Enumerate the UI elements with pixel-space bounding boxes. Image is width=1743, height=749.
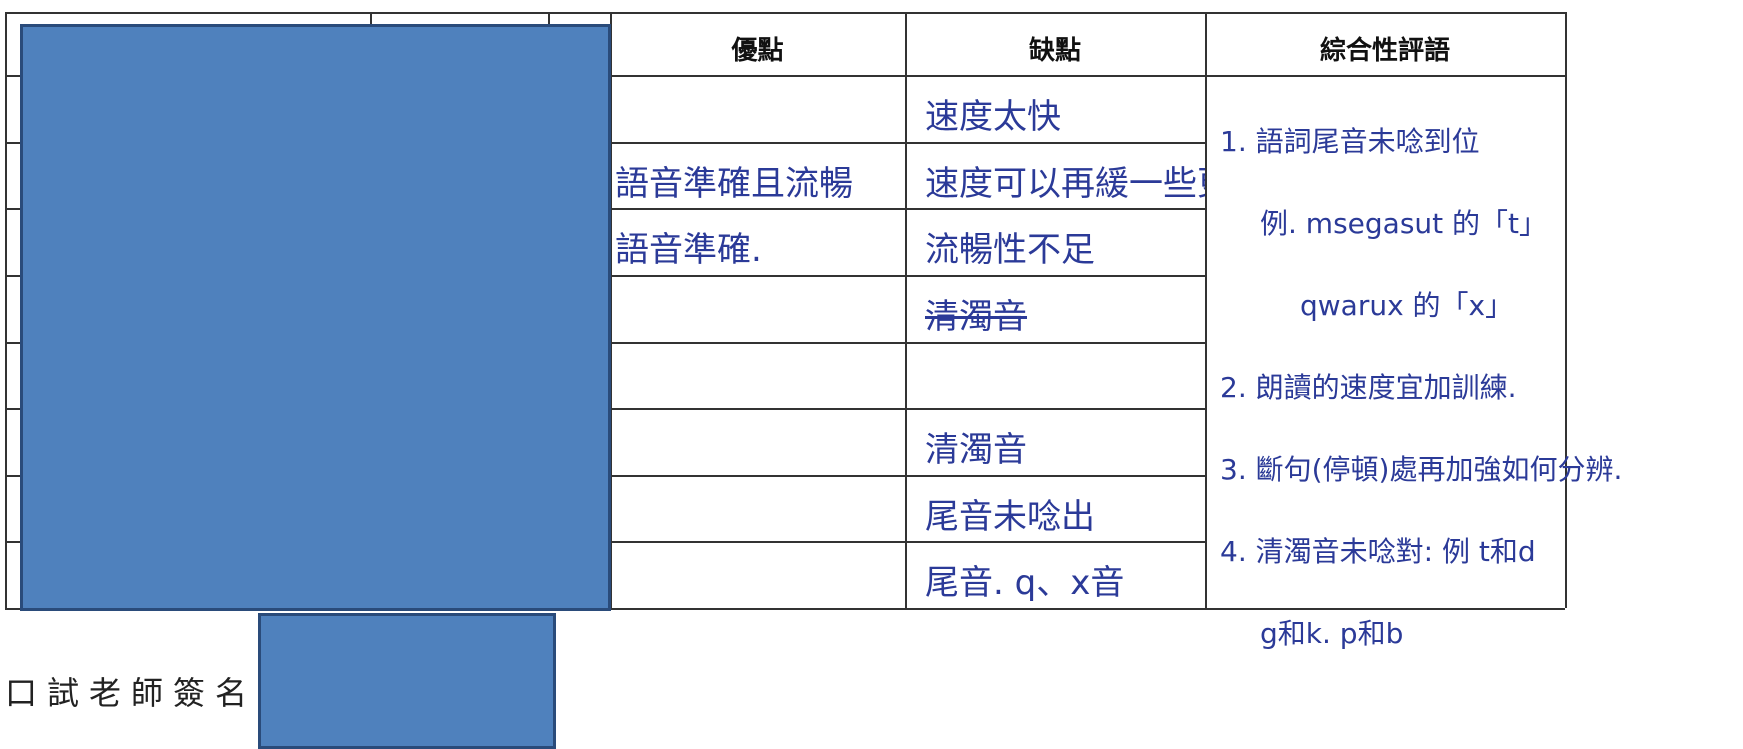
- cons-text: 清濁音: [925, 430, 1027, 471]
- comment-line: 2. 朗讀的速度宜加訓練.: [1220, 371, 1517, 404]
- cons-text: 速度太快: [925, 97, 1061, 137]
- cons-text: 尾音. q、x音: [925, 563, 1125, 604]
- comment-line: 例. msegasut 的「t」: [1260, 207, 1548, 240]
- table-line: [1205, 12, 1207, 608]
- redaction: [20, 24, 611, 611]
- cons-text: 清濁音: [925, 296, 1027, 337]
- table-line: [5, 75, 1565, 77]
- column-header: 缺點: [1028, 36, 1081, 66]
- column-header: 綜合性評語: [1319, 36, 1450, 66]
- comment-line: 3. 斷句(停頓)處再加強如何分辨.: [1220, 453, 1623, 486]
- cons-text: 流暢性不足: [925, 230, 1095, 271]
- pros-text: 語音準確且流暢: [615, 163, 853, 204]
- comment-line: 4. 清濁音未唸對: 例 t和d: [1220, 535, 1536, 568]
- table-line: [5, 12, 1565, 14]
- pros-text: 語音準確.: [615, 230, 762, 271]
- table-line: [1565, 12, 1567, 608]
- table-line: [5, 12, 7, 608]
- comment-line: g和k. p和b: [1260, 617, 1404, 650]
- signature-label: 口試老師簽名: [5, 674, 258, 712]
- redaction: [258, 613, 556, 749]
- comment-line: 1. 語詞尾音未唸到位: [1220, 125, 1480, 158]
- column-header: 優點: [731, 36, 784, 66]
- cons-text: 尾音未唸出: [925, 496, 1095, 537]
- table-line: [610, 12, 612, 608]
- cons-text: 速度可以再緩一些更好.: [925, 163, 1205, 204]
- comment-line: qwarux 的「x」: [1300, 289, 1514, 322]
- table-line: [905, 12, 907, 608]
- table-line: [5, 608, 1565, 610]
